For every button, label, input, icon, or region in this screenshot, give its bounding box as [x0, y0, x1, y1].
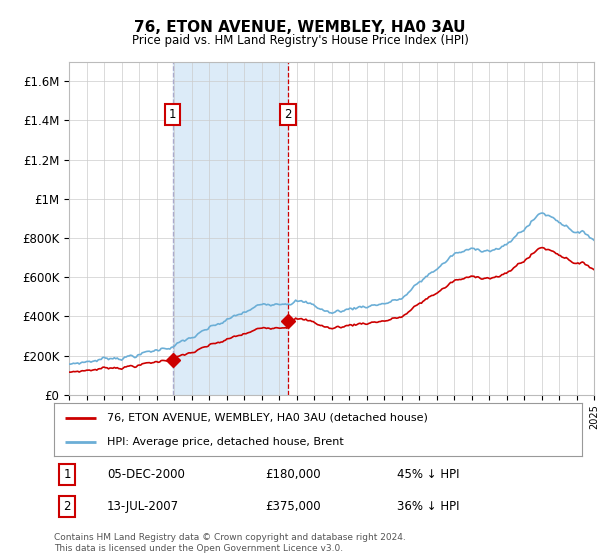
Text: 1: 1 [169, 108, 176, 121]
Text: HPI: Average price, detached house, Brent: HPI: Average price, detached house, Bren… [107, 437, 344, 447]
Text: 45% ↓ HPI: 45% ↓ HPI [397, 468, 460, 481]
Text: Contains HM Land Registry data © Crown copyright and database right 2024.
This d: Contains HM Land Registry data © Crown c… [54, 533, 406, 553]
Text: 13-JUL-2007: 13-JUL-2007 [107, 500, 179, 514]
Text: £375,000: £375,000 [265, 500, 321, 514]
Text: 76, ETON AVENUE, WEMBLEY, HA0 3AU (detached house): 76, ETON AVENUE, WEMBLEY, HA0 3AU (detac… [107, 413, 428, 423]
Text: 36% ↓ HPI: 36% ↓ HPI [397, 500, 460, 514]
Text: 2: 2 [284, 108, 292, 121]
Text: 76, ETON AVENUE, WEMBLEY, HA0 3AU: 76, ETON AVENUE, WEMBLEY, HA0 3AU [134, 20, 466, 35]
Text: £180,000: £180,000 [265, 468, 321, 481]
Text: 2: 2 [64, 500, 71, 514]
Text: 05-DEC-2000: 05-DEC-2000 [107, 468, 185, 481]
Bar [173, 62, 288, 395]
Text: 1: 1 [64, 468, 71, 481]
Text: Price paid vs. HM Land Registry's House Price Index (HPI): Price paid vs. HM Land Registry's House … [131, 34, 469, 46]
